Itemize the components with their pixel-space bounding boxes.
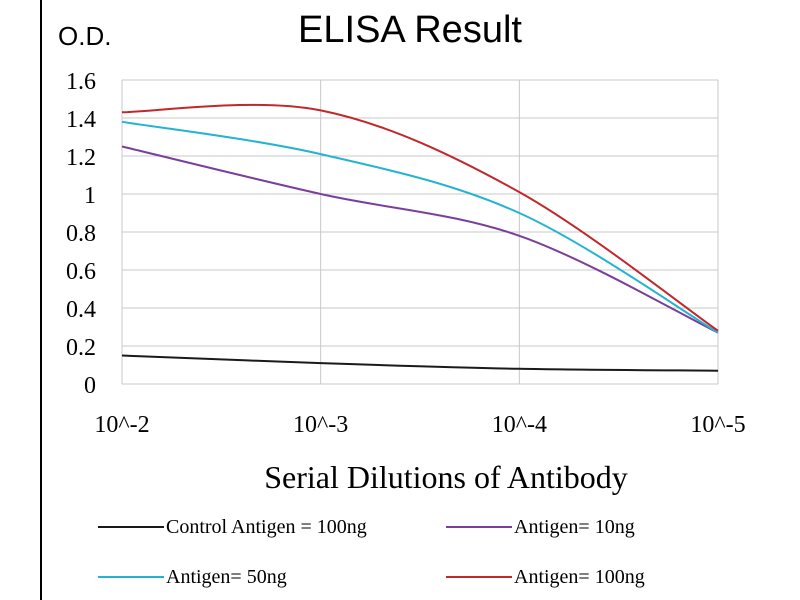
y-tick-labels: 0 0.2 0.4 0.6 0.8 1 1.2 1.4 1.6 <box>66 69 96 399</box>
y-tick-label: 0 <box>84 373 96 399</box>
grid <box>121 79 719 385</box>
x-tick-label: 10^-5 <box>690 412 745 438</box>
x-tick-labels: 10^-2 10^-3 10^-4 10^-5 <box>94 412 745 438</box>
series-line <box>121 103 719 332</box>
chart-title: ELISA Result <box>298 9 522 51</box>
x-axis-label: Serial Dilutions of Antibody <box>264 459 628 495</box>
x-tick-label: 10^-2 <box>94 412 149 438</box>
x-tick-label: 10^-4 <box>492 412 547 438</box>
legend-label: Antigen= 100ng <box>514 566 645 588</box>
series-line <box>121 354 719 372</box>
y-tick-label: 1 <box>84 183 96 209</box>
y-tick-label: 1.6 <box>66 69 96 95</box>
y-axis-label: O.D. <box>58 21 111 51</box>
series-line <box>121 145 719 334</box>
y-tick-label: 0.4 <box>66 297 96 323</box>
legend-label: Antigen= 50ng <box>166 566 287 588</box>
y-tick-label: 0.8 <box>66 221 96 247</box>
legend-label: Antigen= 10ng <box>514 516 635 538</box>
y-tick-label: 0.6 <box>66 259 96 285</box>
series-lines <box>121 103 719 372</box>
legend-label: Control Antigen = 100ng <box>166 516 367 538</box>
x-tick-label: 10^-3 <box>293 412 348 438</box>
y-tick-label: 1.4 <box>66 107 96 133</box>
legend: Control Antigen = 100ng Antigen= 10ng Anti… <box>98 516 645 588</box>
y-tick-label: 0.2 <box>66 335 96 361</box>
y-tick-label: 1.2 <box>66 145 96 171</box>
chart-frame <box>40 0 800 600</box>
series-line <box>121 120 719 334</box>
